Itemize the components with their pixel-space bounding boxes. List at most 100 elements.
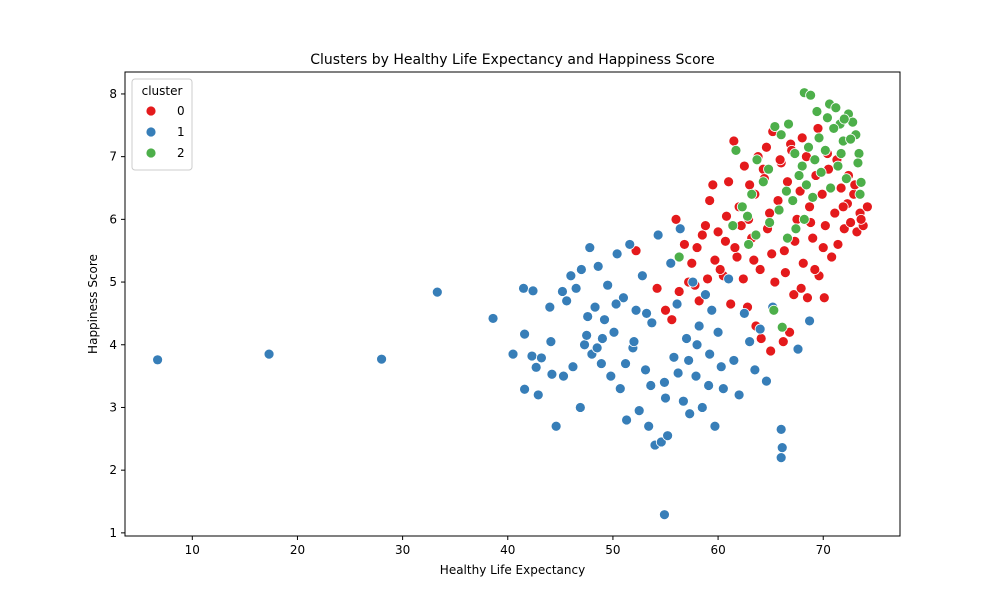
point-cluster-0-9 — [707, 179, 719, 191]
point-cluster-2-19 — [796, 160, 808, 172]
x-tick-label-40: 40 — [500, 543, 515, 557]
point-cluster-1-87 — [628, 336, 640, 348]
point-cluster-0-29 — [778, 245, 790, 257]
point-cluster-2-52 — [811, 106, 823, 117]
point-cluster-0-24 — [764, 207, 776, 219]
point-cluster-1-76 — [749, 364, 761, 376]
point-cluster-2-44 — [840, 173, 852, 184]
point-cluster-1-38 — [614, 383, 626, 395]
point-cluster-2-31 — [727, 220, 739, 232]
point-cluster-0-70 — [795, 282, 807, 294]
point-cluster-0-58 — [765, 345, 777, 357]
point-cluster-1-95 — [672, 367, 684, 379]
point-cluster-1-64 — [696, 402, 708, 413]
point-cluster-2-8 — [853, 148, 865, 159]
point-cluster-2-16 — [813, 132, 825, 144]
point-cluster-0-23 — [761, 141, 772, 153]
point-cluster-0-35 — [797, 257, 809, 269]
point-cluster-0-26 — [769, 276, 781, 288]
point-cluster-0-57 — [755, 333, 767, 344]
point-cluster-1-43 — [630, 304, 642, 316]
legend-marker-0 — [145, 105, 157, 117]
x-axis-label: Healthy Life Expectancy — [440, 563, 585, 577]
point-cluster-2-40 — [807, 192, 819, 203]
point-cluster-1-4 — [487, 313, 499, 324]
point-cluster-1-14 — [544, 301, 556, 313]
point-cluster-1-34 — [602, 279, 614, 291]
point-cluster-2-53 — [845, 133, 856, 145]
y-tick-label-5: 5 — [109, 275, 117, 289]
point-cluster-2-36 — [781, 185, 792, 197]
x-tick-label-60: 60 — [710, 543, 725, 557]
point-cluster-1-11 — [530, 361, 542, 373]
point-cluster-2-21 — [783, 118, 794, 130]
point-cluster-1-27 — [581, 329, 593, 341]
x-tick-label-70: 70 — [816, 543, 831, 557]
point-cluster-1-72 — [728, 355, 740, 366]
y-tick-label-7: 7 — [109, 150, 117, 164]
point-cluster-0-41 — [816, 188, 828, 200]
point-cluster-1-39 — [618, 292, 629, 304]
point-cluster-2-41 — [815, 166, 827, 178]
point-cluster-0-45 — [829, 207, 841, 219]
point-cluster-2-11 — [854, 188, 866, 200]
point-cluster-1-73 — [733, 389, 745, 401]
point-cluster-1-37 — [611, 248, 623, 260]
point-cluster-1-21 — [565, 270, 577, 282]
point-cluster-2-15 — [819, 144, 831, 156]
point-cluster-0-46 — [832, 239, 844, 250]
point-cluster-1-59 — [681, 333, 692, 344]
point-cluster-0-55 — [862, 201, 873, 213]
points-layer — [152, 87, 873, 521]
plot-area-frame — [124, 71, 901, 537]
legend-label-2: 2 — [177, 146, 185, 160]
chart-title: Clusters by Healthy Life Expectancy and … — [310, 52, 714, 68]
point-cluster-1-85 — [804, 315, 815, 327]
point-cluster-2-33 — [750, 229, 762, 241]
point-cluster-1-78 — [761, 375, 772, 387]
point-cluster-1-54 — [665, 257, 677, 269]
point-cluster-2-34 — [764, 217, 776, 228]
point-cluster-1-48 — [646, 317, 658, 329]
point-cluster-0-27 — [772, 195, 784, 206]
legend-marker-2 — [145, 147, 157, 159]
legend-label-1: 1 — [177, 125, 185, 139]
y-tick-label-2: 2 — [109, 463, 117, 477]
point-cluster-2-28 — [742, 210, 753, 222]
point-cluster-1-9 — [527, 285, 539, 297]
point-cluster-1-28 — [584, 242, 596, 253]
point-cluster-2-24 — [763, 163, 774, 175]
y-axis: 1 2 3 4 5 6 7 8 — [109, 87, 125, 540]
point-cluster-2-22 — [775, 129, 787, 141]
point-cluster-0-2 — [679, 239, 690, 250]
point-cluster-0-1 — [670, 213, 682, 225]
point-cluster-0-68 — [666, 314, 678, 326]
point-cluster-1-90 — [597, 333, 608, 344]
point-cluster-1-84 — [792, 343, 804, 355]
point-cluster-1-82 — [775, 452, 787, 464]
point-cluster-1-98 — [704, 348, 716, 360]
point-cluster-1-97 — [691, 339, 703, 351]
x-tick-label-20: 20 — [290, 543, 305, 557]
point-cluster-1-91 — [591, 342, 603, 354]
point-cluster-1-50 — [652, 229, 664, 241]
point-cluster-2-9 — [852, 157, 864, 169]
y-tick-label-1: 1 — [109, 526, 117, 540]
point-cluster-0-87 — [779, 267, 791, 279]
point-cluster-0-78 — [796, 132, 808, 144]
point-cluster-1-30 — [589, 301, 601, 313]
point-cluster-0-37 — [804, 201, 815, 213]
point-cluster-1-63 — [693, 320, 705, 332]
point-cluster-2-35 — [773, 204, 785, 216]
point-cluster-1-26 — [579, 339, 590, 351]
point-cluster-1-56 — [671, 298, 683, 310]
point-cluster-1-40 — [621, 414, 632, 426]
point-cluster-2-29 — [736, 201, 748, 213]
point-cluster-1-58 — [677, 395, 689, 407]
point-cluster-1-71 — [723, 273, 734, 285]
point-cluster-1-65 — [700, 289, 711, 300]
point-cluster-2-50 — [768, 304, 780, 316]
point-cluster-0-30 — [782, 176, 793, 188]
y-tick-label-4: 4 — [109, 338, 117, 352]
point-cluster-2-43 — [832, 160, 844, 172]
